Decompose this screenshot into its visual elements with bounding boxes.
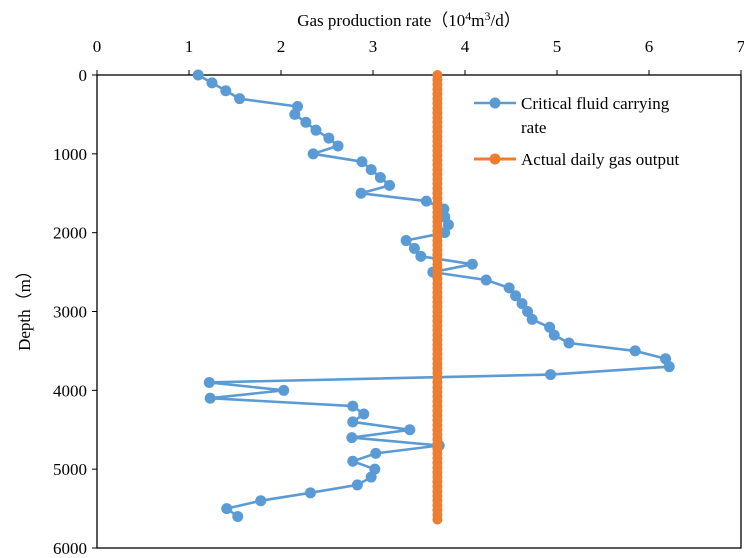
x-axis-title-text: Gas production rate（10 (297, 11, 465, 30)
y-tick-label: 3000 (53, 303, 87, 322)
y-tick-label: 5000 (53, 460, 87, 479)
data-point (332, 140, 344, 152)
data-point (503, 282, 515, 294)
data-point (203, 376, 215, 388)
data-point (206, 77, 218, 89)
y-axis-title: Depth（m） (15, 262, 34, 351)
legend-label: Actual daily gas output (521, 150, 679, 169)
x-tick-label: 5 (553, 37, 562, 56)
data-point (220, 85, 232, 97)
data-point (304, 487, 316, 499)
x-axis-title-superscript: 3 (485, 9, 491, 23)
legend-label-line: rate (521, 118, 546, 137)
data-point (400, 235, 412, 247)
data-point (278, 384, 290, 396)
series-critical-fluid-carrying-rate (192, 69, 675, 522)
data-point (221, 503, 233, 515)
data-point (370, 447, 382, 459)
data-point (323, 132, 335, 144)
data-point (545, 369, 557, 381)
data-point (408, 242, 420, 254)
y-tick-label: 4000 (53, 381, 87, 400)
data-point (289, 108, 301, 120)
data-point (307, 148, 319, 160)
data-point (255, 495, 267, 507)
y-tick-label: 1000 (53, 145, 87, 164)
y-tick-label: 0 (79, 66, 88, 85)
x-tick-label: 6 (645, 37, 654, 56)
data-point (510, 290, 522, 302)
x-tick-label: 3 (369, 37, 378, 56)
data-point (232, 510, 244, 522)
x-axis-title-text: m (471, 11, 484, 30)
data-point (192, 69, 204, 81)
data-point (663, 361, 675, 373)
x-tick-label: 4 (461, 37, 470, 56)
x-axis-title-text: /d） (491, 11, 521, 30)
x-tick-label: 2 (277, 37, 286, 56)
data-point (629, 345, 641, 357)
data-point (563, 337, 575, 349)
data-point (420, 195, 432, 207)
data-point (347, 400, 359, 412)
plot-frame (96, 74, 742, 549)
y-tick-label: 2000 (53, 224, 87, 243)
x-axis-title: Gas production rate（104m3/d） (297, 9, 521, 30)
legend-swatch-marker (489, 97, 501, 109)
x-tick-label: 0 (93, 37, 102, 56)
data-point (384, 179, 396, 191)
data-point (466, 258, 478, 270)
data-point (351, 479, 363, 491)
data-point (374, 171, 386, 183)
x-tick-label: 7 (737, 37, 744, 56)
data-point (234, 93, 246, 105)
data-point (347, 416, 359, 428)
legend-label: Critical fluid carrying rate (521, 94, 670, 137)
x-axis-title-superscript: 4 (465, 9, 471, 23)
legend-swatch-marker (489, 153, 501, 165)
data-point (404, 424, 416, 436)
data-point (432, 514, 443, 525)
data-point (347, 455, 359, 467)
data-point (548, 329, 560, 341)
data-point (300, 116, 312, 128)
data-point (310, 124, 322, 136)
data-point (346, 432, 358, 444)
data-point (204, 392, 216, 404)
data-point (415, 250, 427, 262)
data-point (516, 298, 528, 310)
x-tick-label: 1 (185, 37, 194, 56)
data-point (526, 313, 538, 325)
data-point (356, 156, 368, 168)
data-point (365, 164, 377, 176)
data-point (365, 471, 377, 483)
legend-label-line: Critical fluid carrying (521, 94, 670, 113)
series-actual-daily-gas-output (432, 70, 443, 525)
data-point (358, 408, 370, 420)
data-point (480, 274, 492, 286)
y-tick-label: 6000 (53, 539, 87, 558)
legend: Critical fluid carrying rate Actual daily … (474, 94, 679, 169)
data-point (355, 187, 367, 199)
